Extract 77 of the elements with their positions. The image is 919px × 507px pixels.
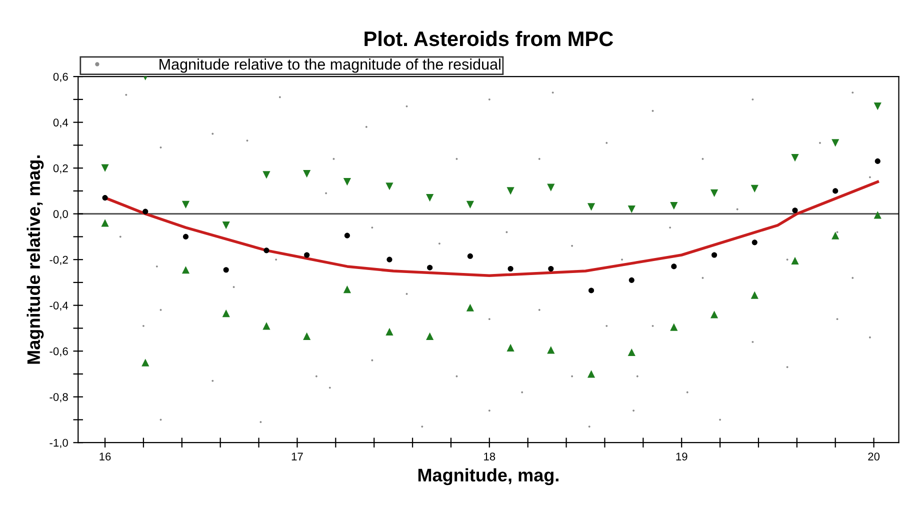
x-tick-label: 17: [292, 452, 303, 460]
point: [791, 256, 799, 265]
point: [750, 184, 758, 192]
y-tick-label: -1,0: [50, 438, 68, 448]
point: [222, 221, 230, 230]
point: [628, 277, 634, 283]
y-tick-label: 0,6: [53, 72, 68, 82]
point: [506, 187, 514, 195]
point: [508, 266, 514, 272]
point: [427, 264, 433, 270]
point: [710, 310, 718, 318]
point: [303, 170, 311, 178]
y-tick-label: -0,4: [50, 302, 68, 311]
point: [467, 253, 473, 259]
point: [262, 171, 270, 179]
x-tick-label: 20: [868, 452, 880, 460]
x-axis-title: Magnitude, mag.: [418, 468, 558, 486]
point: [710, 189, 718, 198]
y-tick-label: 0,4: [53, 118, 68, 128]
y-tick-label: 0,2: [53, 164, 68, 174]
point: [791, 154, 799, 162]
point: [386, 256, 392, 262]
point: [426, 194, 434, 202]
point: [587, 370, 596, 378]
point: [752, 240, 758, 246]
point: [426, 332, 434, 340]
point: [547, 184, 555, 192]
point: [466, 200, 474, 208]
point: [832, 232, 840, 240]
point: [386, 182, 394, 190]
point: [222, 310, 230, 318]
point: [303, 332, 311, 340]
point: [547, 346, 555, 354]
point: [101, 164, 109, 172]
point: [587, 203, 596, 211]
y-tick-label: 0,0: [53, 210, 68, 220]
point: [628, 348, 636, 356]
point: [182, 234, 189, 240]
point: [262, 322, 270, 330]
y-axis-title: Magnitude relative, mag.: [26, 155, 44, 364]
point: [832, 188, 838, 194]
point: [343, 178, 351, 186]
point: [874, 102, 882, 110]
point: [304, 252, 310, 258]
point: [588, 288, 594, 294]
point: [670, 323, 678, 331]
point: [750, 291, 758, 299]
y-tick-label: -0,6: [50, 347, 68, 357]
point: [628, 205, 636, 214]
point: [142, 358, 150, 366]
point: [832, 139, 840, 147]
point: [182, 266, 190, 274]
point: [874, 158, 880, 164]
point: [182, 200, 190, 208]
point: [792, 208, 798, 214]
point: [874, 211, 882, 219]
point: [102, 195, 108, 201]
point: [386, 328, 394, 336]
y-tick-label: -0,2: [50, 256, 68, 266]
point: [466, 304, 474, 312]
x-tick-label: 19: [676, 452, 688, 460]
point: [142, 208, 148, 214]
point: [671, 264, 677, 270]
point: [712, 252, 718, 258]
x-tick-label: 16: [100, 452, 111, 460]
point: [506, 344, 514, 352]
point: [548, 266, 554, 272]
chart-title: Plot. Asteroids from MPC: [364, 30, 614, 46]
point: [264, 248, 270, 254]
x-tick-label: 18: [484, 452, 496, 460]
y-tick-label: -0,8: [50, 393, 68, 402]
point: [223, 267, 229, 273]
series-label: Magnitude relative to the magnitude of the residual: [160, 58, 500, 73]
point: [101, 219, 109, 227]
point: [344, 232, 350, 238]
point: [670, 202, 678, 210]
point: [343, 286, 351, 294]
